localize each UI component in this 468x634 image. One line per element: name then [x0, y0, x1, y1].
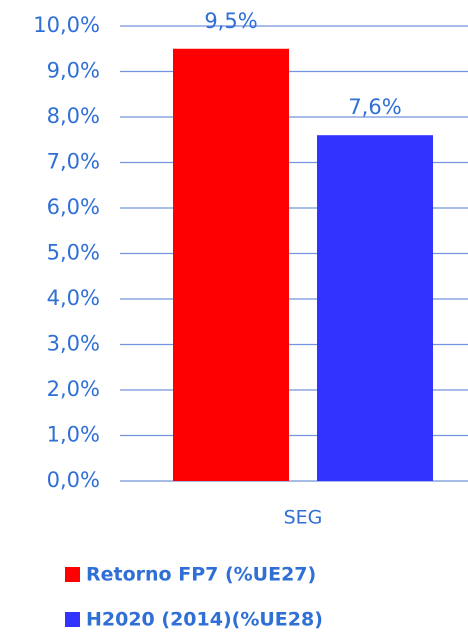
y-tick-label: 8,0% — [47, 104, 100, 128]
legend-swatch — [65, 612, 80, 627]
legend-swatch — [65, 567, 80, 582]
legend-label: Retorno FP7 (%UE27) — [86, 564, 316, 586]
y-tick-label: 7,0% — [47, 150, 100, 174]
x-tick-label: SEG — [284, 507, 323, 529]
y-tick-label: 1,0% — [47, 423, 100, 447]
y-tick-label: 3,0% — [47, 332, 100, 356]
y-tick-label: 4,0% — [47, 286, 100, 310]
y-tick-label: 9,0% — [47, 59, 100, 83]
y-tick-label: 0,0% — [47, 468, 100, 492]
value-label: 7,6% — [348, 95, 401, 119]
bar — [173, 48, 289, 481]
y-tick-label: 2,0% — [47, 377, 100, 401]
y-tick-label: 10,0% — [33, 13, 100, 37]
y-tick-label: 6,0% — [47, 195, 100, 219]
value-label: 9,5% — [204, 9, 257, 33]
bar — [317, 135, 433, 481]
legend-label: H2020 (2014)(%UE28) — [86, 609, 323, 631]
y-tick-label: 5,0% — [47, 241, 100, 265]
